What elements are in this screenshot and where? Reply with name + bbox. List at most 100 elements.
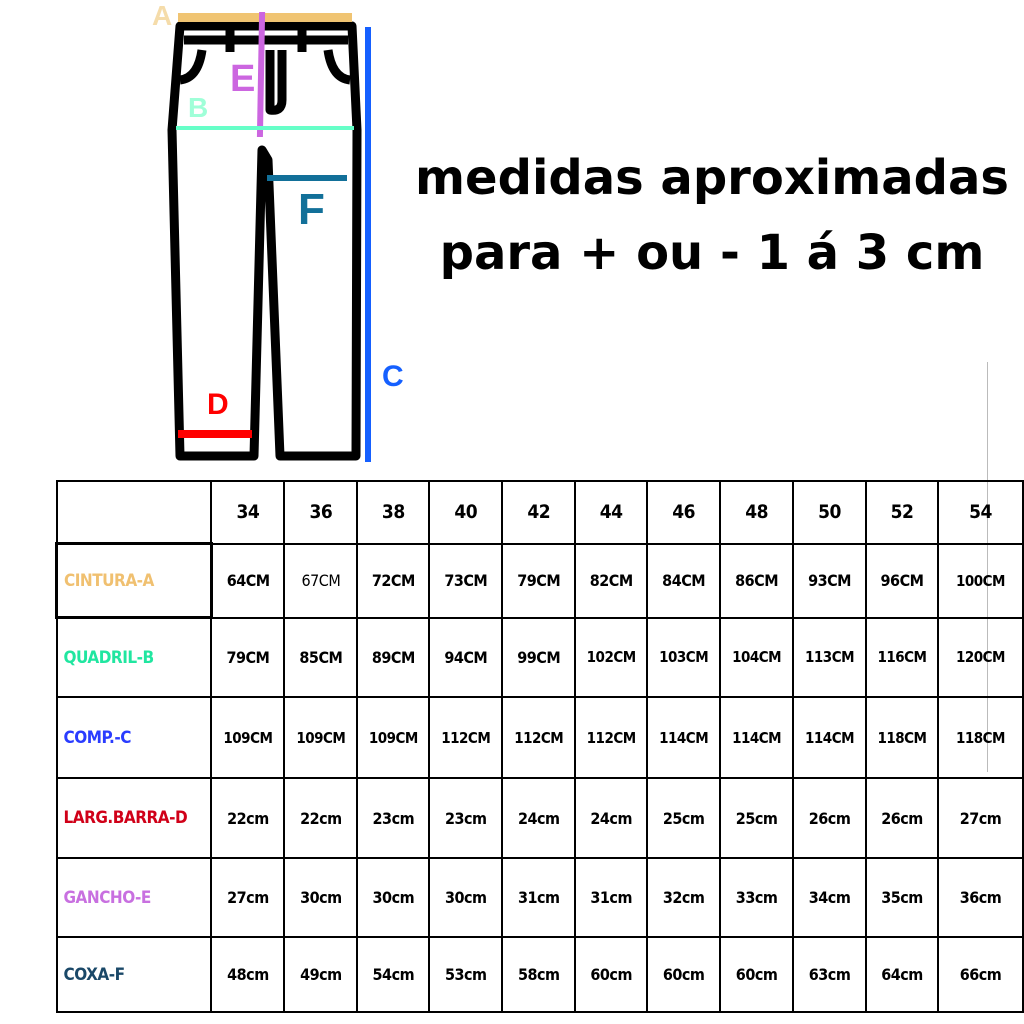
- title-line-1: medidas aproximadas: [415, 150, 1009, 206]
- header-row: 34 36 38 40 42 44 46 48 50 52 54: [55, 480, 1024, 545]
- measure-b-line: [176, 126, 354, 130]
- measure-cell: 114CM: [719, 696, 795, 779]
- table-row: QUADRIL-B 79CM 85CM 89CM 94CM 99CM 102CM 103CM 1…: [55, 616, 1024, 698]
- label-d: D: [207, 388, 229, 421]
- label-f: F: [298, 185, 325, 234]
- corner-cell: [55, 480, 213, 545]
- measure-cell: 24cm: [501, 777, 577, 859]
- size-header: 42: [501, 480, 577, 545]
- measure-cell: 48cm: [210, 936, 286, 1013]
- table-row: COXA-F 48cm 49cm 54cm 53cm 58cm 60cm 60cm 60cm 63…: [55, 936, 1024, 1013]
- measure-cell: 93CM: [792, 542, 868, 619]
- measure-cell: 89CM: [356, 616, 431, 698]
- measure-cell: 79CM: [210, 616, 286, 698]
- measure-cell: 104CM: [719, 616, 795, 698]
- label-c: C: [382, 360, 404, 393]
- size-header: 50: [792, 480, 868, 545]
- measure-cell: 112CM: [501, 696, 577, 779]
- measure-cell: 58cm: [501, 936, 577, 1013]
- measure-cell: 103CM: [646, 616, 722, 698]
- size-header: 54: [936, 480, 1024, 545]
- measure-cell: 54cm: [356, 936, 431, 1013]
- measure-cell: 35cm: [865, 857, 939, 938]
- measure-cell: 118CM: [865, 696, 939, 779]
- measure-cell: 60cm: [646, 936, 722, 1013]
- measure-cell: 120CM: [936, 616, 1024, 698]
- row-label: COXA-F: [55, 936, 213, 1013]
- measure-cell: 36cm: [936, 857, 1024, 938]
- measure-cell: 109CM: [283, 696, 359, 779]
- measure-cell: 31cm: [501, 857, 577, 938]
- row-label: CINTURA-A: [55, 542, 213, 619]
- measure-d-line: [178, 430, 252, 438]
- size-header: 48: [719, 480, 795, 545]
- measure-cell: 27cm: [936, 777, 1024, 859]
- row-label: LARG.BARRA-D: [55, 777, 213, 859]
- row-label: GANCHO-E: [55, 857, 213, 938]
- size-header: 34: [210, 480, 286, 545]
- measure-cell: 53cm: [428, 936, 504, 1013]
- measure-cell: 100CM: [936, 542, 1024, 619]
- row-label: QUADRIL-B: [55, 616, 213, 698]
- measure-cell: 96CM: [865, 542, 939, 619]
- measure-cell: 60cm: [574, 936, 649, 1013]
- measure-cell: 116CM: [865, 616, 939, 698]
- measure-cell: 60cm: [719, 936, 795, 1013]
- measure-cell: 22cm: [283, 777, 359, 859]
- measure-cell: 64cm: [865, 936, 939, 1013]
- measure-cell: 118CM: [936, 696, 1024, 779]
- table-row: CINTURA-A 64CM 67CM 72CM 73CM 79CM 82CM 84CM 86C…: [55, 542, 1024, 619]
- measure-cell: 26cm: [792, 777, 868, 859]
- measure-cell: 94CM: [428, 616, 504, 698]
- measure-cell: 30cm: [428, 857, 504, 938]
- size-header: 46: [646, 480, 722, 545]
- table-row: COMP.-C 109CM 109CM 109CM 112CM 112CM 112CM 114…: [55, 696, 1024, 779]
- measure-cell: 26cm: [865, 777, 939, 859]
- measure-cell: 25cm: [719, 777, 795, 859]
- measure-cell: 99CM: [501, 616, 577, 698]
- measure-f-line: [267, 175, 347, 181]
- measure-cell: 64CM: [210, 542, 286, 619]
- measure-cell: 23cm: [356, 777, 431, 859]
- measure-cell: 72CM: [356, 542, 431, 619]
- measure-c-line: [365, 27, 371, 462]
- measure-cell: 32cm: [646, 857, 722, 938]
- pants-diagram: [167, 11, 371, 462]
- size-header: 40: [428, 480, 504, 545]
- measure-e-line: [256, 11, 266, 138]
- measure-cell: 79CM: [501, 542, 577, 619]
- size-table: 34 36 38 40 42 44 46 48 50 52 54 CINTURA-A 64CM 67CM 7…: [55, 480, 1024, 1013]
- measure-cell: 49cm: [283, 936, 359, 1013]
- measure-cell: 31cm: [574, 857, 649, 938]
- measure-cell: 30cm: [356, 857, 431, 938]
- label-a: A: [152, 0, 173, 31]
- size-header: 36: [283, 480, 359, 545]
- measure-cell: 112CM: [428, 696, 504, 779]
- measure-cell: 73CM: [428, 542, 504, 619]
- measure-cell: 86CM: [719, 542, 795, 619]
- measure-cell: 67CM: [283, 542, 359, 619]
- measure-cell: 23cm: [428, 777, 504, 859]
- table-row: GANCHO-E 27cm 30cm 30cm 30cm 31cm 31cm 32cm 33cm…: [55, 857, 1024, 938]
- measure-cell: 102CM: [574, 616, 649, 698]
- measure-cell: 30cm: [283, 857, 359, 938]
- measure-cell: 24cm: [574, 777, 649, 859]
- label-e: E: [230, 58, 256, 100]
- measure-cell: 113CM: [792, 616, 868, 698]
- measure-cell: 109CM: [356, 696, 431, 779]
- title-line-2: para + ou - 1 á 3 cm: [439, 225, 985, 281]
- measure-cell: 114CM: [792, 696, 868, 779]
- measure-cell: 63cm: [792, 936, 868, 1013]
- measure-cell: 112CM: [574, 696, 649, 779]
- table-row: LARG.BARRA-D 22cm 22cm 23cm 23cm 24cm 24cm 25cm…: [55, 777, 1024, 859]
- label-b: B: [188, 92, 209, 123]
- measure-cell: 33cm: [719, 857, 795, 938]
- measure-cell: 85CM: [283, 616, 359, 698]
- row-label: COMP.-C: [55, 696, 213, 779]
- measure-cell: 114CM: [646, 696, 722, 779]
- pants-outline: [167, 21, 362, 461]
- measure-cell: 82CM: [574, 542, 649, 619]
- measure-cell: 66cm: [936, 936, 1024, 1013]
- measure-cell: 84CM: [646, 542, 722, 619]
- measure-cell: 25cm: [646, 777, 722, 859]
